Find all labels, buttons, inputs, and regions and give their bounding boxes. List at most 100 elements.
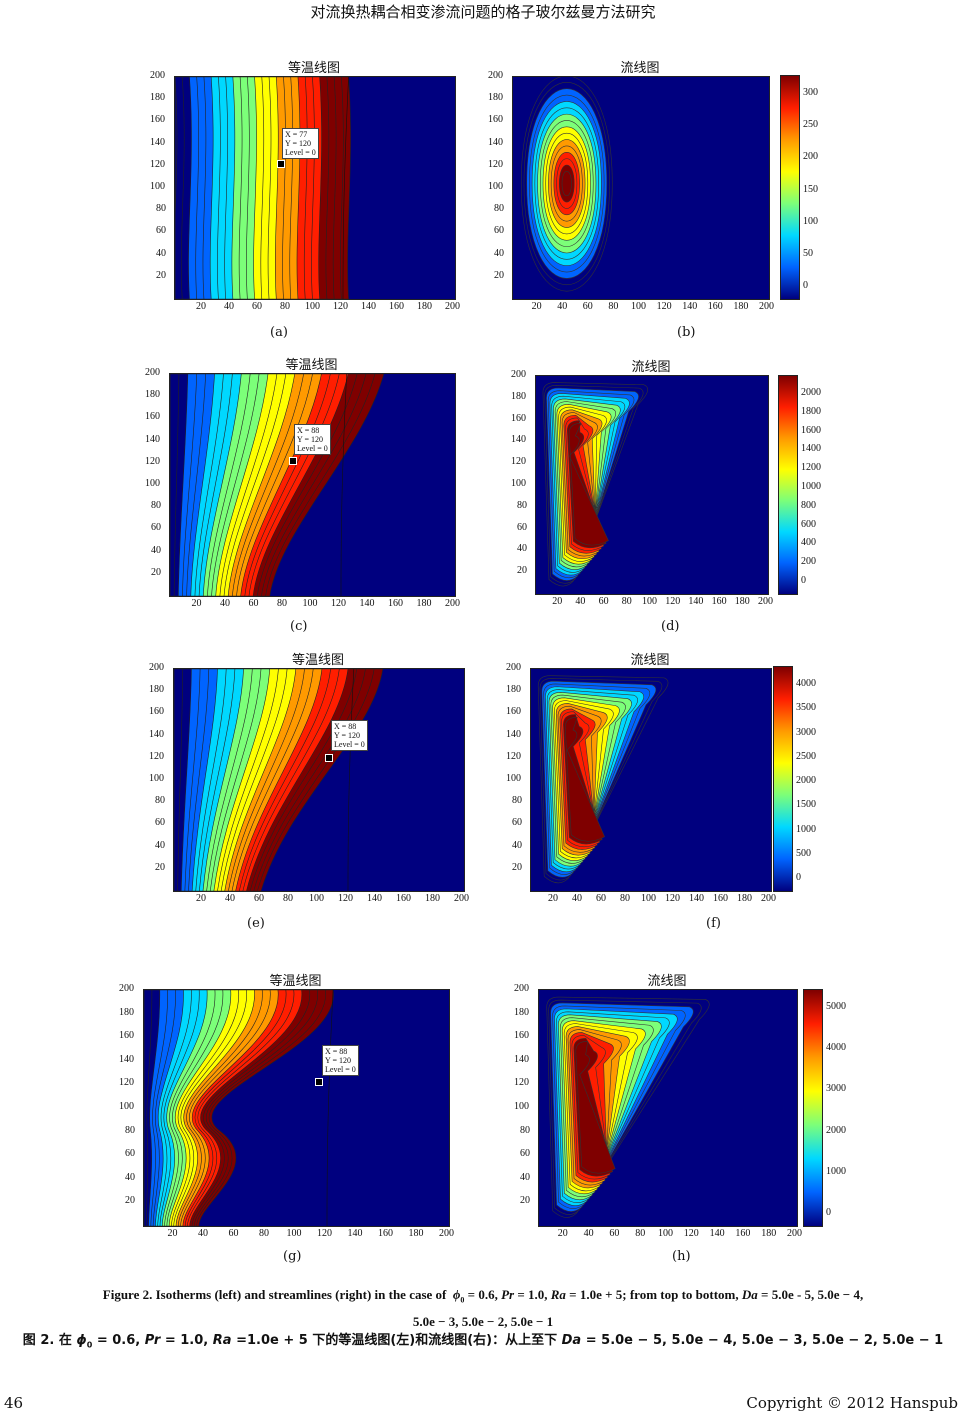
x-tick-label: 80: [620, 893, 630, 904]
y-tick-label: 120: [511, 456, 526, 468]
y-tick-label: 40: [517, 543, 527, 555]
colorbar-tick-label: 3000: [796, 726, 816, 738]
y-tick-label: 120: [488, 158, 503, 170]
datatip-y: Y = 120: [297, 435, 323, 444]
y-tick-label: 80: [517, 499, 527, 511]
y-tick-label: 40: [512, 839, 522, 851]
datatip-marker: [315, 1078, 323, 1086]
y-tick-label: 180: [514, 1006, 529, 1018]
x-tick-label: 140: [347, 1228, 363, 1239]
y-tick-label: 20: [520, 1195, 530, 1207]
plot-f-streamlines: [530, 668, 772, 892]
colorbar-tick-label: 0: [826, 1207, 831, 1218]
y-tick-label: 140: [119, 1053, 134, 1065]
x-tick-label: 80: [283, 893, 293, 904]
x-tick-label: 200: [758, 596, 773, 607]
y-tick-label: 20: [156, 269, 166, 281]
y-tick-label: 140: [506, 728, 521, 740]
datatip-y: Y = 120: [325, 1056, 351, 1065]
contour-plot-c: [170, 374, 455, 596]
colorbar-tick-label: 2000: [801, 387, 821, 398]
y-tick-label: 140: [511, 434, 526, 446]
x-tick-label: 80: [635, 1228, 646, 1239]
panel-label-f: (f): [706, 916, 721, 931]
x-tick-label: 80: [280, 301, 290, 312]
x-tick-label: 40: [557, 301, 568, 312]
y-tick-label: 80: [520, 1124, 530, 1136]
x-tick-label: 60: [609, 1228, 620, 1239]
copyright: Copyright © 2012 Hanspub: [746, 1394, 958, 1412]
y-tick-label: 100: [488, 181, 503, 192]
y-tick-label: 160: [488, 114, 503, 126]
plot-title: 等温线图: [285, 358, 338, 373]
colorbar-tick-label: 0: [801, 575, 806, 586]
y-tick-label: 200: [514, 983, 529, 994]
x-tick-label: 180: [761, 1228, 777, 1239]
x-tick-label: 20: [196, 893, 206, 904]
colorbar-tick-label: 200: [801, 556, 816, 568]
x-tick-label: 180: [416, 598, 432, 609]
caption-chinese: 图 2. 在 ϕ0 = 0.6, Pr = 1.0, Ra =1.0e + 5 …: [22, 1333, 944, 1350]
x-tick-label: 80: [277, 598, 287, 609]
plot-title: 流线图: [620, 61, 660, 76]
x-tick-label: 60: [596, 893, 606, 904]
x-tick-label: 200: [439, 1228, 454, 1239]
colorbar-tick-label: 0: [796, 872, 801, 883]
x-tick-label: 200: [445, 301, 460, 312]
y-tick-label: 100: [119, 1101, 134, 1112]
panel-label-g: (g): [283, 1249, 302, 1264]
x-tick-label: 120: [656, 301, 672, 312]
x-tick-label: 100: [658, 1228, 673, 1239]
datatip-y: Y = 120: [285, 139, 311, 148]
y-tick-label: 40: [155, 839, 165, 851]
y-tick-label: 160: [145, 411, 160, 423]
y-tick-label: 160: [149, 706, 164, 718]
datatip-level: Level = 0: [297, 444, 328, 453]
y-tick-label: 180: [511, 390, 526, 402]
y-tick-label: 60: [151, 522, 161, 534]
y-tick-label: 20: [155, 861, 165, 873]
x-tick-label: 80: [608, 301, 619, 312]
plot-b-streamlines: [512, 76, 770, 300]
x-tick-label: 20: [191, 598, 202, 609]
y-tick-label: 200: [145, 367, 160, 378]
datatip-marker: [289, 457, 297, 465]
y-tick-label: 20: [494, 269, 504, 281]
plot-title: 流线图: [631, 360, 671, 375]
y-tick-label: 40: [125, 1171, 135, 1183]
colorbar-tick-label: 200: [803, 151, 818, 163]
x-tick-label: 40: [224, 301, 234, 312]
x-tick-label: 180: [408, 1228, 424, 1239]
colorbar-tick-label: 2500: [796, 750, 816, 762]
y-tick-label: 80: [151, 500, 161, 512]
x-tick-label: 100: [631, 301, 646, 312]
y-tick-label: 180: [488, 92, 503, 104]
colorbar-tick-label: 250: [803, 119, 818, 131]
y-tick-label: 180: [119, 1006, 134, 1018]
y-tick-label: 40: [494, 247, 504, 259]
colorbar-tick-label: 3500: [796, 702, 816, 714]
colorbar-tick-label: 50: [803, 247, 813, 259]
y-tick-label: 120: [145, 455, 160, 467]
y-tick-label: 20: [517, 565, 527, 577]
x-tick-label: 160: [707, 301, 723, 312]
datatip: X = 88 Y = 120 Level = 0: [331, 720, 368, 751]
y-tick-label: 60: [517, 521, 527, 533]
y-tick-label: 180: [145, 389, 160, 401]
y-tick-label: 80: [155, 795, 165, 807]
x-tick-label: 120: [665, 893, 680, 904]
datatip: X = 77 Y = 120 Level = 0: [282, 128, 319, 159]
colorbar-tick-label: 1000: [826, 1165, 846, 1177]
x-tick-label: 40: [198, 1228, 208, 1239]
plot-title: 等温线图: [291, 653, 344, 668]
plot-h-streamlines: [538, 989, 798, 1227]
y-tick-label: 60: [125, 1148, 135, 1160]
datatip: X = 88 Y = 120 Level = 0: [322, 1045, 359, 1076]
plot-title: 流线图: [647, 974, 687, 989]
x-tick-label: 60: [228, 1228, 239, 1239]
x-tick-label: 120: [665, 596, 681, 607]
x-tick-label: 40: [225, 893, 235, 904]
y-tick-label: 140: [150, 136, 165, 148]
y-tick-label: 60: [494, 225, 504, 237]
y-tick-label: 40: [151, 544, 161, 556]
